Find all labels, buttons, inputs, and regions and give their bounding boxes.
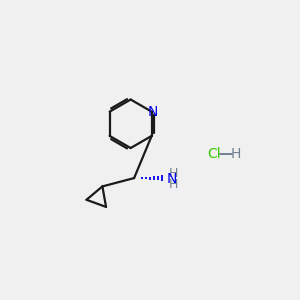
Text: N: N [147, 105, 158, 119]
Text: H: H [169, 178, 178, 191]
Text: H: H [169, 167, 178, 180]
Text: Cl: Cl [207, 147, 220, 161]
Text: N: N [167, 172, 177, 186]
Text: H: H [231, 147, 241, 161]
